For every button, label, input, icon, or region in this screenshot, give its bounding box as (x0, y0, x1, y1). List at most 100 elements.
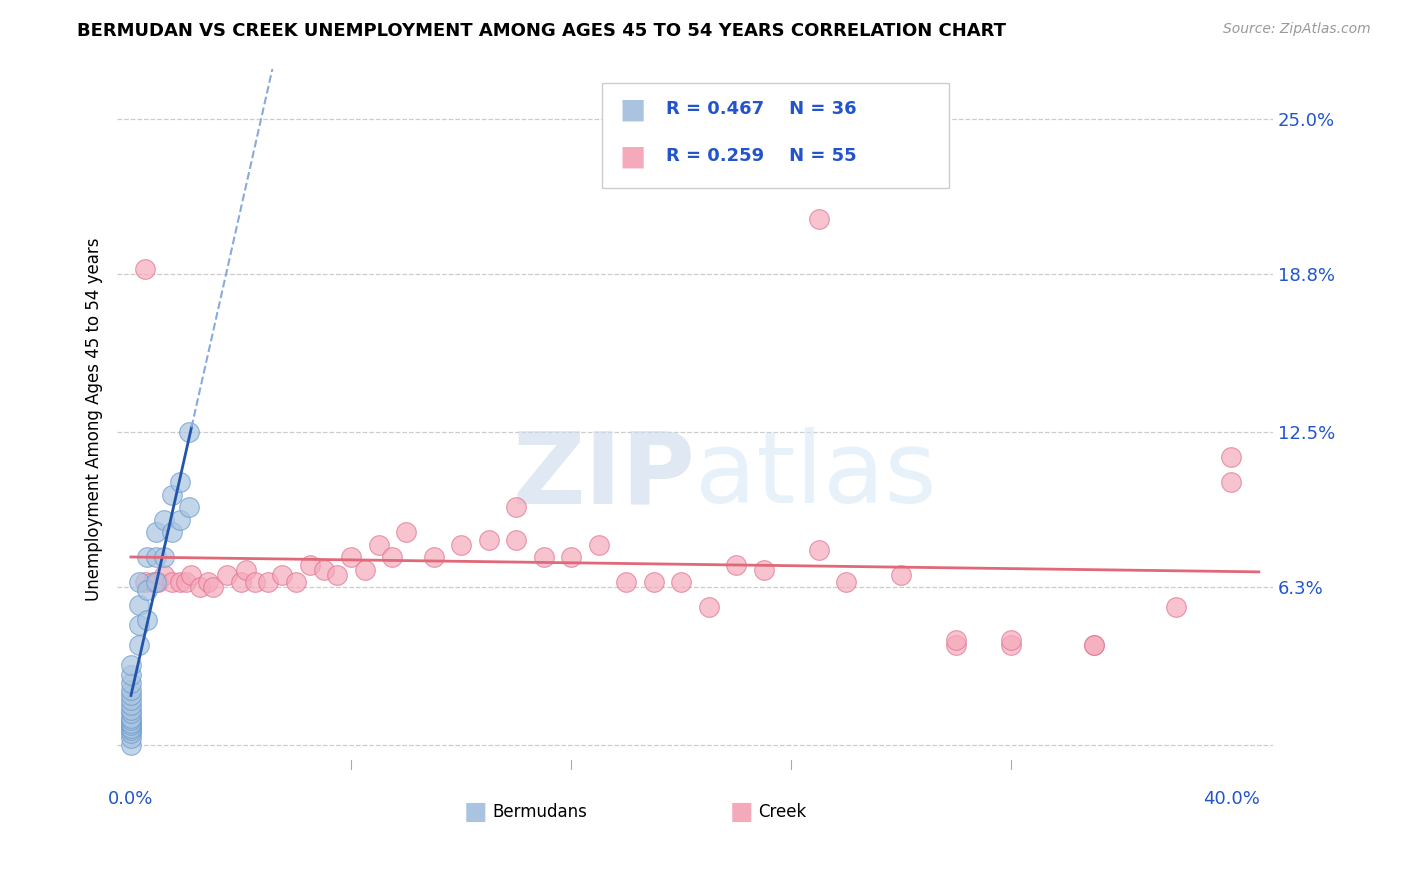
Point (120, 718, 142, 732)
Point (120, 711, 142, 725)
Point (271, 567, 294, 582)
Point (145, 575, 167, 590)
Point (945, 632, 967, 647)
Point (197, 575, 219, 590)
Point (340, 550, 363, 565)
Point (807, 542, 830, 557)
Point (145, 550, 167, 565)
Text: Source: ZipAtlas.com: Source: ZipAtlas.com (1223, 22, 1371, 37)
Text: BERMUDAN VS CREEK UNEMPLOYMENT AMONG AGES 45 TO 54 YEARS CORRELATION CHART: BERMUDAN VS CREEK UNEMPLOYMENT AMONG AGE… (77, 22, 1007, 40)
Point (202, 580, 225, 594)
Point (533, 550, 555, 565)
Text: ■: ■ (730, 800, 754, 824)
Point (120, 723, 142, 738)
Point (136, 550, 159, 565)
Point (145, 525, 167, 540)
Point (1083, 638, 1105, 652)
Point (588, 538, 610, 552)
Point (725, 558, 748, 572)
Point (120, 738, 142, 752)
Point (120, 688, 142, 702)
Point (422, 550, 444, 565)
Point (169, 513, 191, 527)
Point (243, 575, 266, 590)
Point (697, 600, 720, 615)
Point (136, 582, 159, 597)
Text: 0.0%: 0.0% (108, 790, 153, 808)
Point (120, 731, 142, 745)
Point (120, 675, 142, 690)
Point (235, 563, 257, 577)
Point (128, 598, 150, 612)
Point (1000, 632, 1022, 647)
Point (180, 567, 202, 582)
Point (1000, 638, 1022, 652)
Point (835, 575, 858, 590)
Point (120, 706, 142, 720)
Point (945, 638, 967, 652)
Point (643, 575, 665, 590)
Point (381, 550, 404, 565)
Text: ZIP: ZIP (512, 427, 695, 524)
Point (120, 725, 142, 739)
Point (177, 500, 200, 515)
Point (142, 575, 165, 590)
Text: 40.0%: 40.0% (1204, 790, 1260, 808)
Point (120, 658, 142, 673)
Point (285, 575, 308, 590)
Point (505, 500, 527, 515)
Point (153, 513, 176, 527)
Point (752, 563, 775, 577)
Point (120, 721, 142, 735)
Point (177, 425, 200, 439)
Point (367, 538, 389, 552)
Point (153, 550, 176, 565)
Point (257, 575, 280, 590)
Text: ■: ■ (620, 142, 647, 170)
Point (174, 575, 197, 590)
Point (1220, 475, 1243, 489)
Point (560, 550, 582, 565)
Point (188, 580, 211, 594)
Point (153, 567, 176, 582)
Point (120, 713, 142, 727)
Point (478, 533, 501, 547)
Point (134, 262, 156, 277)
Point (134, 575, 156, 590)
Point (217, 567, 239, 582)
Point (614, 575, 637, 590)
Point (160, 487, 183, 501)
Y-axis label: Unemployment Among Ages 45 to 54 years: Unemployment Among Ages 45 to 54 years (86, 237, 103, 601)
Point (128, 575, 150, 590)
Point (148, 575, 170, 590)
Point (298, 558, 321, 572)
Point (1220, 450, 1243, 464)
Point (169, 575, 191, 590)
Text: R = 0.259    N = 55: R = 0.259 N = 55 (666, 147, 856, 165)
Point (120, 668, 142, 682)
Point (120, 703, 142, 717)
Text: atlas: atlas (695, 427, 936, 524)
Text: Creek: Creek (758, 804, 807, 822)
Text: R = 0.467    N = 36: R = 0.467 N = 36 (666, 100, 856, 119)
Point (120, 715, 142, 730)
Point (395, 525, 418, 540)
Point (169, 475, 191, 489)
Point (450, 538, 472, 552)
Point (229, 575, 252, 590)
Point (160, 575, 183, 590)
Point (890, 567, 912, 582)
Text: ■: ■ (464, 800, 488, 824)
Point (353, 563, 375, 577)
Point (1166, 600, 1188, 615)
Point (128, 638, 150, 652)
Point (160, 525, 183, 540)
Point (120, 683, 142, 698)
Point (120, 698, 142, 712)
Point (669, 575, 692, 590)
Text: ■: ■ (620, 95, 647, 123)
Point (326, 567, 349, 582)
Point (136, 613, 159, 627)
Point (312, 563, 335, 577)
Point (128, 618, 150, 632)
